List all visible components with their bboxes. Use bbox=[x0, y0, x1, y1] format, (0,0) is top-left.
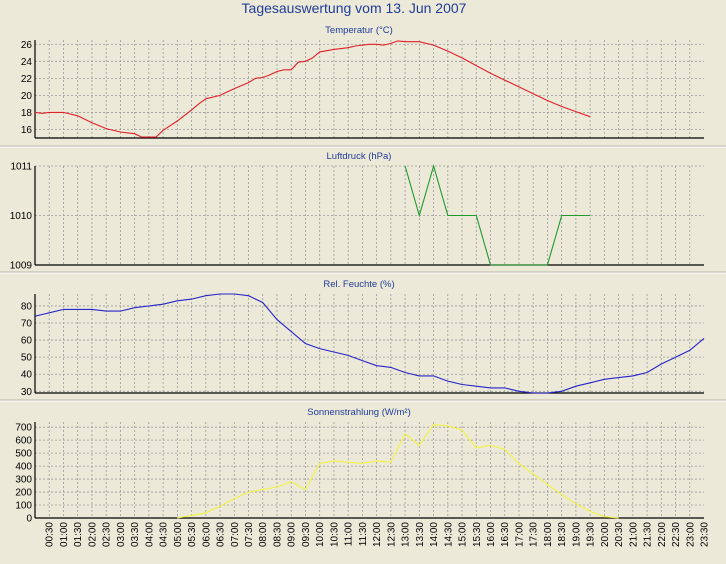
x-tick-label: 04:30 bbox=[159, 522, 170, 547]
chart-title: Temperatur (°C) bbox=[325, 25, 393, 36]
chart-1: Temperatur (°C) 16 18 20 22 24 26 bbox=[0, 25, 726, 148]
chart-3: Rel. Feuchte (%) 30 40 50 60 70 80 bbox=[0, 279, 726, 402]
y-tick-label: 22 bbox=[21, 74, 33, 85]
x-tick-label: 20:00 bbox=[600, 522, 611, 547]
x-tick-label: 03:00 bbox=[116, 522, 127, 547]
x-tick-label: 19:30 bbox=[586, 522, 597, 547]
x-tick-label: 07:00 bbox=[230, 522, 241, 547]
x-tick-label: 11:00 bbox=[344, 522, 355, 547]
y-tick-label: 100 bbox=[15, 501, 32, 512]
chart-title: Sonnenstrahlung (W/m²) bbox=[307, 407, 410, 418]
y-tick-label: 16 bbox=[21, 125, 33, 136]
x-tick-label: 08:30 bbox=[272, 522, 283, 547]
x-tick-label: 19:00 bbox=[571, 522, 582, 547]
chart-title: Luftdruck (hPa) bbox=[327, 151, 392, 162]
x-tick-label: 06:30 bbox=[216, 522, 227, 547]
x-tick-label: 07:30 bbox=[244, 522, 255, 547]
x-tick-label: 22:00 bbox=[657, 522, 668, 547]
x-tick-label: 18:30 bbox=[557, 522, 568, 547]
x-tick-label: 09:00 bbox=[287, 522, 298, 547]
x-tick-label: 02:00 bbox=[87, 522, 98, 547]
x-tick-label: 22:30 bbox=[671, 522, 682, 547]
x-tick-label: 16:30 bbox=[500, 522, 511, 547]
y-tick-label: 18 bbox=[21, 108, 33, 119]
x-tick-label: 13:00 bbox=[401, 522, 412, 547]
x-tick-label: 15:00 bbox=[458, 522, 469, 547]
y-tick-label: 20 bbox=[21, 91, 33, 102]
series-line bbox=[404, 164, 591, 266]
x-tick-label: 21:00 bbox=[628, 522, 639, 547]
y-tick-label: 70 bbox=[21, 319, 33, 330]
x-tick-label: 21:30 bbox=[643, 522, 654, 547]
x-tick-label: 03:30 bbox=[130, 522, 141, 547]
x-tick-label: 00:30 bbox=[45, 522, 56, 547]
x-tick-label: 12:30 bbox=[386, 522, 397, 547]
x-tick-label: 01:00 bbox=[59, 522, 70, 547]
y-tick-label: 0 bbox=[26, 514, 32, 525]
window-title: Tagesauswertung vom 13. Jun 2007 bbox=[241, 0, 467, 16]
x-tick-label: 08:00 bbox=[258, 522, 269, 547]
x-tick-label: 05:00 bbox=[173, 522, 184, 547]
y-tick-label: 700 bbox=[15, 423, 32, 434]
y-tick-label: 50 bbox=[21, 353, 33, 364]
x-tick-label: 14:00 bbox=[429, 522, 440, 547]
x-tick-label: 02:30 bbox=[102, 522, 113, 547]
x-tick-label: 12:00 bbox=[372, 522, 383, 547]
x-tick-label: 13:30 bbox=[415, 522, 426, 547]
y-tick-label: 60 bbox=[21, 336, 33, 347]
chart-title: Rel. Feuchte (%) bbox=[323, 279, 394, 290]
x-tick-label: 23:30 bbox=[700, 522, 711, 547]
y-tick-label: 30 bbox=[21, 387, 33, 398]
x-tick-label: 11:30 bbox=[358, 522, 369, 547]
x-tick-label: 09:30 bbox=[301, 522, 312, 547]
y-tick-label: 600 bbox=[15, 436, 32, 447]
x-tick-label: 05:30 bbox=[187, 522, 198, 547]
x-tick-label: 10:00 bbox=[315, 522, 326, 547]
x-tick-label: 17:30 bbox=[529, 522, 540, 547]
y-tick-label: 500 bbox=[15, 449, 32, 460]
y-tick-label: 80 bbox=[21, 301, 33, 312]
x-tick-label: 10:30 bbox=[329, 522, 340, 547]
x-tick-label: 14:30 bbox=[443, 522, 454, 547]
x-tick-label: 15:30 bbox=[472, 522, 483, 547]
series-line bbox=[177, 424, 619, 519]
y-tick-label: 1009 bbox=[10, 261, 33, 272]
y-tick-label: 1011 bbox=[10, 162, 32, 173]
y-tick-label: 300 bbox=[15, 475, 32, 486]
x-tick-label: 06:00 bbox=[201, 522, 212, 547]
x-tick-label: 04:00 bbox=[144, 522, 155, 547]
y-tick-label: 400 bbox=[15, 462, 32, 473]
x-tick-label: 23:00 bbox=[685, 522, 696, 547]
y-tick-label: 24 bbox=[21, 57, 33, 68]
y-tick-label: 40 bbox=[21, 370, 33, 381]
x-tick-label: 18:00 bbox=[543, 522, 554, 547]
chart-2: Luftdruck (hPa) 1009 1010 1011 bbox=[0, 151, 726, 274]
series-line bbox=[34, 40, 591, 138]
series-line bbox=[34, 293, 705, 394]
x-tick-label: 01:30 bbox=[73, 522, 84, 547]
x-tick-label: 20:30 bbox=[614, 522, 625, 547]
y-tick-label: 1010 bbox=[10, 211, 33, 222]
x-tick-label: 16:00 bbox=[486, 522, 497, 547]
y-tick-label: 200 bbox=[15, 488, 32, 499]
x-tick-label: 17:00 bbox=[514, 522, 525, 547]
y-tick-label: 26 bbox=[21, 40, 33, 51]
chart-4: Sonnenstrahlung (W/m²) 0 100 200 300 400 500 60… bbox=[15, 407, 704, 525]
x-axis-labels: 00:30 01:00 01:30 02:00 02:30 03:00 03:30 04:00… bbox=[45, 522, 711, 547]
